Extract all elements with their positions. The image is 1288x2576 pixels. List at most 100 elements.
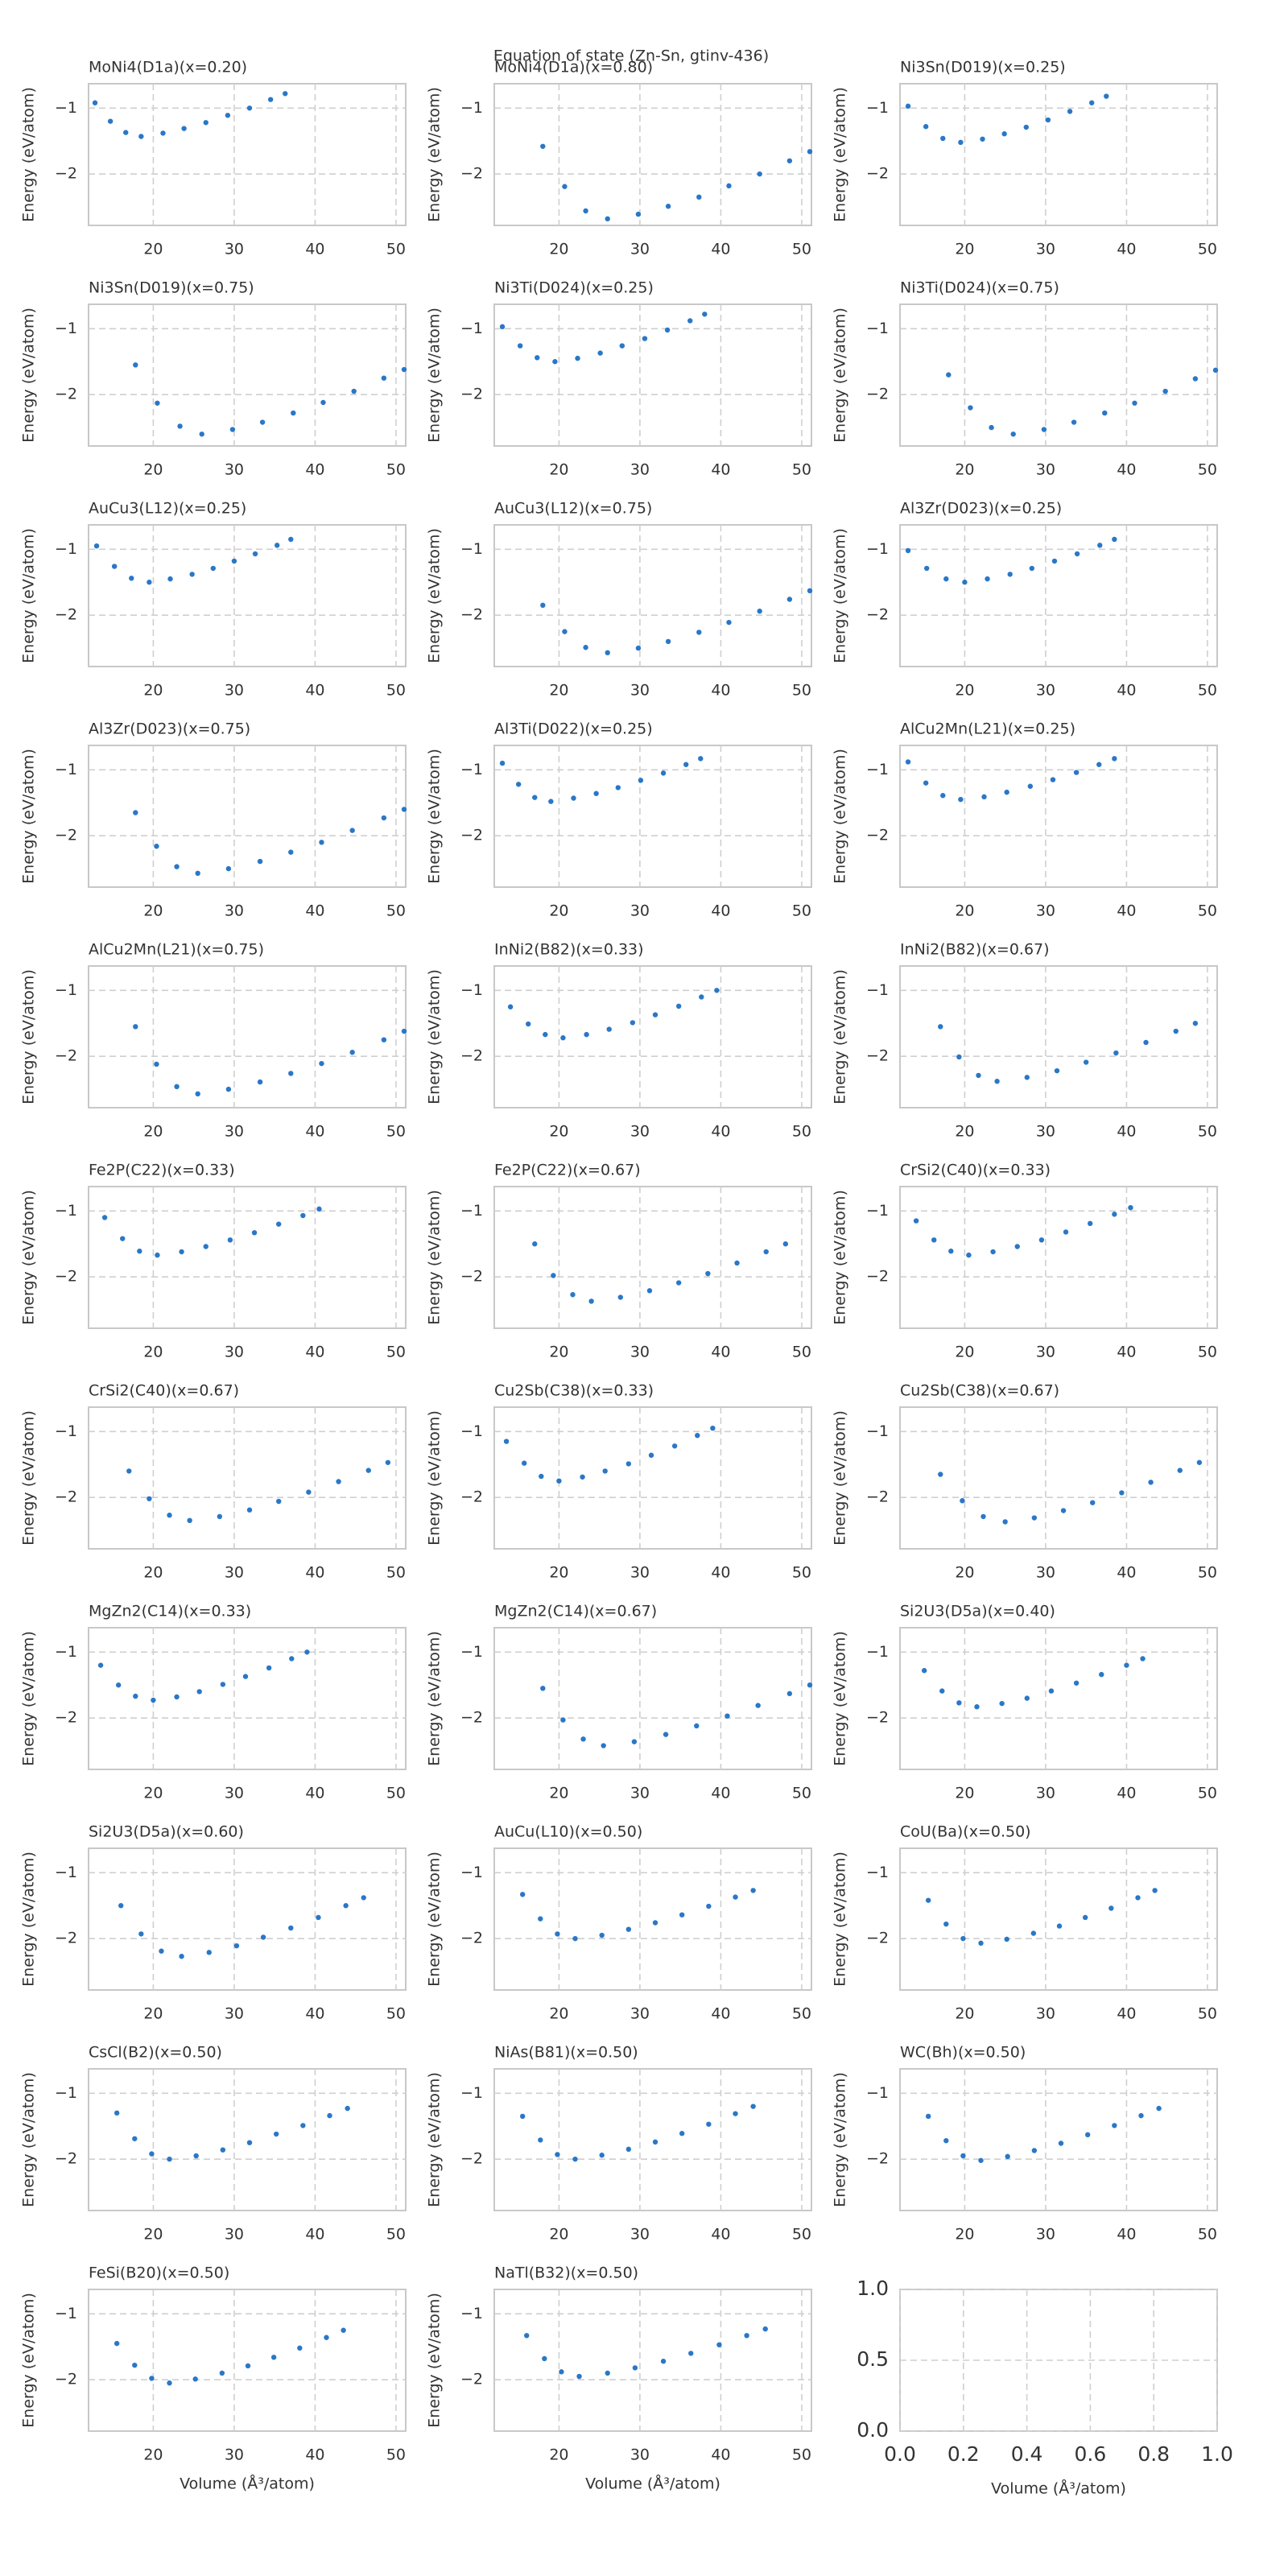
subplot: 20 30 40 50 −2 −1 AlCu2Mn(L21)(x=0.25) Energy (… [832,720,1218,920]
data-point [187,1517,192,1524]
data-point [231,558,237,564]
data-point [605,216,610,222]
x-tick-label: 20 [143,902,163,920]
subplot: 20 30 40 50 −2 −1 InNi2(B82)(x=0.33) Energy (eV… [426,941,812,1141]
y-tick-label: −2 [460,1268,483,1286]
data-point [679,1912,685,1918]
x-tick-label: 20 [549,902,568,920]
x-tick-label: 40 [711,1564,730,1582]
y-tick-label: −2 [866,165,889,183]
y-axis-label: Energy (eV/atom) [832,2072,849,2207]
x-tick-label: 50 [1198,1123,1217,1141]
y-tick-label: −1 [460,1643,483,1661]
data-point [1152,1888,1158,1893]
subplot-title: CsCl(B2)(x=0.50) [89,2044,222,2062]
subplot: 20 30 40 50 −2 −1 Ni3Sn(D019)(x=0.25) Energy (e… [832,59,1218,258]
x-tick-label: 30 [225,1344,244,1361]
y-axis-label: Energy (eV/atom) [832,1852,849,1987]
data-point [115,1682,122,1688]
data-point [925,2113,931,2120]
subplot-title: MgZn2(C14)(x=0.67) [494,1603,657,1620]
data-point [345,2105,350,2112]
x-tick-label: 40 [305,241,324,258]
y-axis-label: Energy (eV/atom) [832,87,849,222]
subplot: 20 30 40 50 −2 −1 Al3Ti(D022)(x=0.25) Energy (e… [426,720,812,920]
subplot-title: NaTl(B32)(x=0.50) [494,2264,638,2282]
data-point [526,1021,531,1027]
x-tick-label: 50 [1198,461,1217,479]
data-point [601,1743,606,1748]
subplot-title: AuCu3(L12)(x=0.75) [494,500,652,518]
axes-frame [88,1186,407,1329]
data-point [1090,1500,1096,1505]
data-point [706,2121,712,2127]
x-tick-label: 20 [143,461,163,479]
data-point [602,1468,608,1474]
data-point [940,135,946,142]
data-point [905,103,911,109]
data-point [990,1249,996,1255]
data-point [275,1498,282,1505]
axes-frame [493,1186,812,1329]
data-point [324,2334,329,2340]
x-tick-label: 40 [1117,902,1136,920]
x-tick-label: 40 [711,1785,730,1802]
y-tick-label: −1 [460,2305,483,2322]
subplot-title: AuCu(L10)(x=0.50) [494,1823,642,1841]
subplot-title: Ni3Sn(D019)(x=0.25) [900,59,1066,76]
data-point [619,343,625,349]
data-point [203,1244,208,1249]
data-point [1002,1519,1008,1525]
data-point [245,2363,251,2369]
y-tick-label: 1.0 [857,2277,889,2300]
y-tick-label: −2 [55,1709,77,1727]
data-point [1173,1028,1179,1034]
subplot-title: AuCu3(L12)(x=0.25) [89,500,246,518]
data-point [246,105,253,111]
x-tick-label: 50 [792,1785,811,1802]
data-point [1027,783,1034,789]
x-axis-label: Volume (Å³/atom) [991,2479,1126,2498]
y-tick-label: −1 [460,540,483,558]
data-point [580,1736,586,1742]
subplot-title: Si2U3(D5a)(x=0.40) [900,1603,1055,1620]
data-point [225,865,232,872]
data-point [570,1292,576,1298]
axes-frame [493,1847,812,1991]
data-point [1007,572,1013,577]
data-point [782,1241,789,1247]
y-axis-label: Energy (eV/atom) [426,1190,444,1325]
data-point [763,1249,769,1255]
data-point [133,1693,138,1699]
axes-frame [899,745,1218,888]
x-tick-label: 40 [1117,1123,1136,1141]
data-point [1119,1490,1125,1496]
y-tick-label: −1 [866,1422,889,1440]
y-axis-label: Energy (eV/atom) [832,1631,849,1766]
y-axis-label: Energy (eV/atom) [832,749,849,884]
data-point [978,1940,984,1946]
y-tick-label: −2 [55,2150,77,2168]
data-point [705,1270,711,1277]
y-tick-label: −1 [55,99,77,117]
data-point [538,2137,543,2143]
data-point [167,576,173,582]
x-tick-label: 20 [955,1344,974,1361]
axes-frame [88,524,407,667]
data-point [757,171,762,177]
axes-frame [899,965,1218,1108]
data-point [958,796,964,803]
data-point [174,1084,180,1090]
data-point [631,1739,638,1744]
data-point [1089,100,1095,105]
x-tick-label: 30 [630,461,650,479]
data-point [625,1926,632,1932]
data-point [92,100,98,105]
data-point [702,312,708,317]
subplot: 20 30 40 50 −2 −1 CsCl(B2)(x=0.50) Energy (eV/a… [20,2044,407,2244]
data-point [155,1252,160,1258]
data-point [220,2147,226,2153]
data-point [123,130,129,135]
x-tick-label: 20 [549,1564,568,1582]
data-point [300,2123,306,2128]
